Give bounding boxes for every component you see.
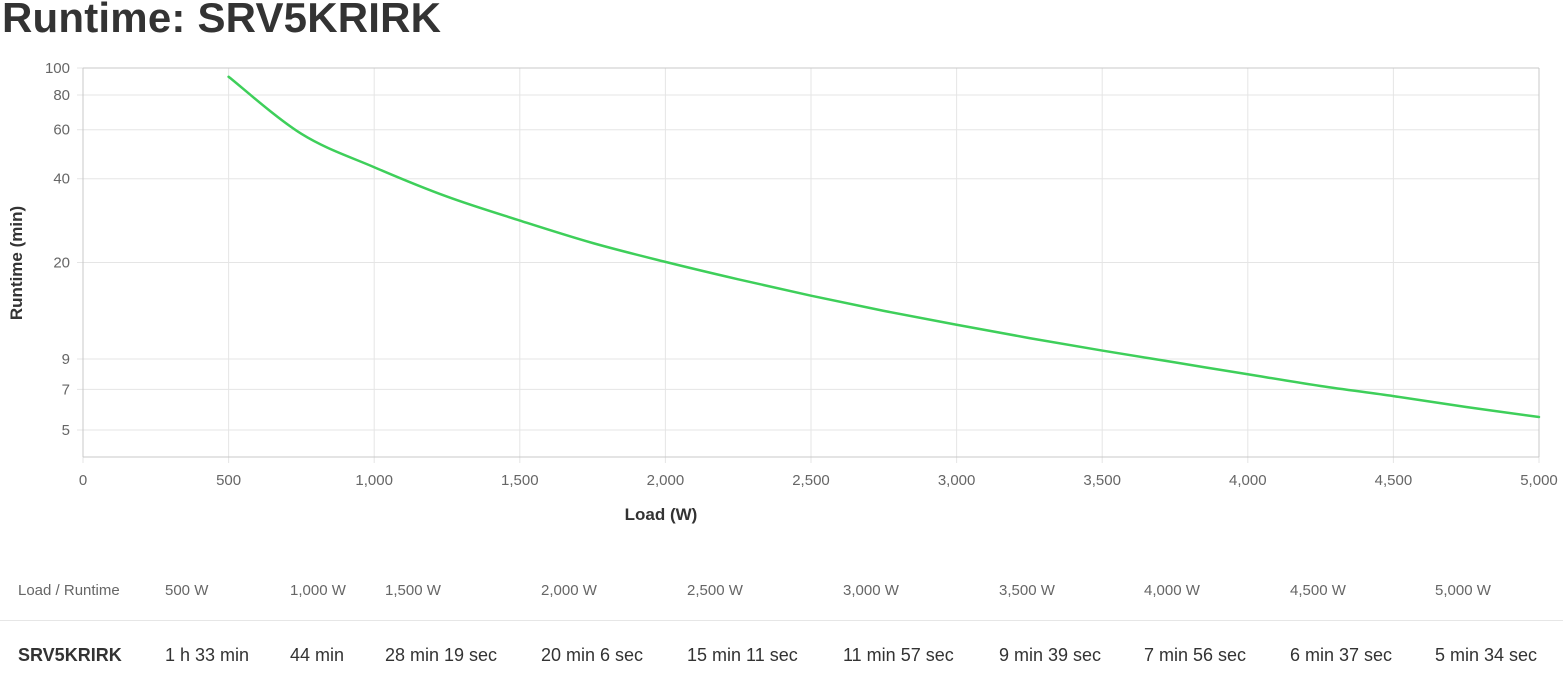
y-tick-label: 100 bbox=[45, 60, 70, 77]
load-column-header: 3,000 W bbox=[843, 560, 999, 621]
y-axis-title: Runtime (min) bbox=[7, 206, 26, 320]
y-tick-label: 5 bbox=[62, 422, 70, 439]
x-tick-label: 3,500 bbox=[1083, 472, 1121, 489]
load-column-header: 1,500 W bbox=[385, 560, 541, 621]
load-column-header: 5,000 W bbox=[1435, 560, 1563, 621]
runtime-chart: 0 500 1,000 1,500 2,000 2,500 3,000 3,500 4,000 4… bbox=[7, 60, 1558, 524]
y-tick-label: 80 bbox=[53, 87, 70, 104]
y-tick-label: 60 bbox=[53, 122, 70, 139]
y-tick-label: 9 bbox=[62, 351, 70, 368]
x-tick-label: 500 bbox=[216, 472, 241, 489]
page-title: Runtime: SRV5KRIRK bbox=[2, 0, 442, 41]
x-tick-label: 4,000 bbox=[1229, 472, 1267, 489]
y-tick-label: 20 bbox=[53, 255, 70, 272]
load-column-header: 4,000 W bbox=[1144, 560, 1290, 621]
runtime-cell: 28 min 19 sec bbox=[385, 644, 498, 665]
runtime-cell: 15 min 11 sec bbox=[687, 644, 798, 665]
chart-grid bbox=[77, 67, 1540, 463]
x-axis-title: Load (W) bbox=[625, 505, 698, 524]
x-tick-label: 1,500 bbox=[501, 472, 539, 489]
x-tick-label: 2,000 bbox=[647, 472, 685, 489]
runtime-table-header-row: Load / Runtime 500 W 1,000 W 1,500 W 2,0… bbox=[0, 560, 1563, 621]
x-tick-label: 2,500 bbox=[792, 472, 830, 489]
y-tick-label: 40 bbox=[53, 171, 70, 188]
runtime-cell: 1 h 33 min bbox=[165, 644, 250, 665]
load-runtime-header: Load / Runtime bbox=[0, 560, 165, 621]
runtime-cell: 5 min 34 sec bbox=[1435, 644, 1538, 665]
x-tick-label: 1,000 bbox=[355, 472, 393, 489]
load-column-header: 1,000 W bbox=[290, 560, 385, 621]
x-tick-label: 0 bbox=[79, 472, 87, 489]
runtime-table: Load / Runtime 500 W 1,000 W 1,500 W 2,0… bbox=[0, 560, 1563, 689]
table-row: SRV5KRIRK 1 h 33 min 44 min 28 min 19 se… bbox=[0, 621, 1563, 690]
x-tick-label: 4,500 bbox=[1375, 472, 1413, 489]
chart-axes bbox=[82, 67, 1540, 458]
load-column-header: 500 W bbox=[165, 560, 290, 621]
runtime-cell: 6 min 37 sec bbox=[1290, 644, 1393, 665]
chart-labels: 0 500 1,000 1,500 2,000 2,500 3,000 3,500 4,000 4… bbox=[7, 60, 1558, 524]
load-column-header: 3,500 W bbox=[999, 560, 1144, 621]
load-column-header: 2,500 W bbox=[687, 560, 843, 621]
runtime-cell: 9 min 39 sec bbox=[999, 644, 1102, 665]
load-column-header: 4,500 W bbox=[1290, 560, 1435, 621]
chart-series bbox=[227, 75, 1541, 419]
runtime-cell: 7 min 56 sec bbox=[1144, 644, 1247, 665]
runtime-cell: 11 min 57 sec bbox=[843, 644, 954, 665]
runtime-cell: 44 min bbox=[290, 644, 345, 665]
load-column-header: 2,000 W bbox=[541, 560, 687, 621]
runtime-cell: 20 min 6 sec bbox=[541, 644, 644, 665]
x-tick-label: 3,000 bbox=[938, 472, 976, 489]
runtime-series-line bbox=[227, 75, 1541, 419]
x-tick-label: 5,000 bbox=[1520, 472, 1558, 489]
y-tick-label: 7 bbox=[62, 381, 70, 398]
model-name-cell: SRV5KRIRK bbox=[18, 644, 122, 665]
